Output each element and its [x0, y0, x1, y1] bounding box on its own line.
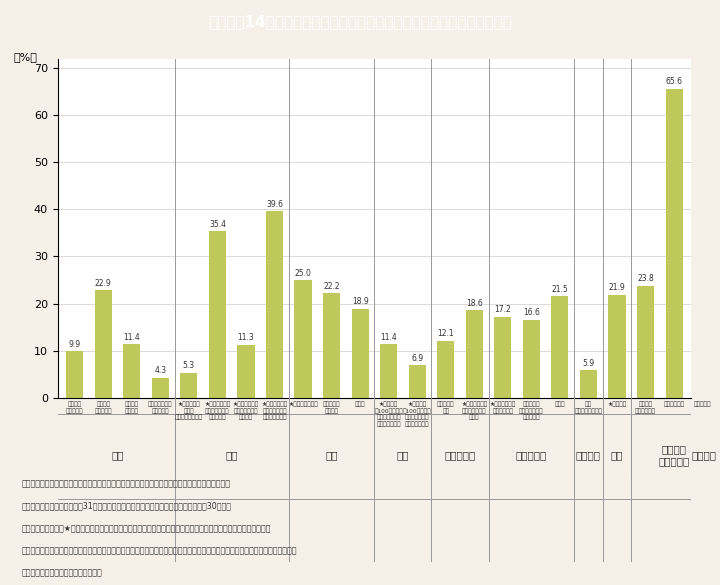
Bar — [180, 373, 197, 398]
Text: ★国家公務員
採用者
（総合職試験）＊: ★国家公務員 採用者 （総合職試験）＊ — [175, 402, 203, 421]
Text: 歯科医師＊＊: 歯科医師＊＊ — [664, 402, 685, 407]
Text: 雇用: 雇用 — [397, 450, 409, 460]
Text: ★本省の課長補
佐相当職以上の
国家公務員: ★本省の課長補 佐相当職以上の 国家公務員 — [204, 402, 230, 421]
Text: ★裁判官（検事）: ★裁判官（検事） — [288, 402, 318, 407]
Text: メディア: メディア — [576, 450, 601, 460]
Bar — [665, 89, 683, 398]
Bar — [152, 377, 169, 398]
Text: 行政: 行政 — [225, 450, 238, 460]
Text: 国会議員
（参議院）: 国会議員 （参議院） — [94, 402, 112, 414]
Text: 18.9: 18.9 — [352, 297, 369, 307]
Bar — [123, 344, 140, 398]
Text: 5.3: 5.3 — [183, 362, 195, 370]
Text: ★国の審議会等
における女性委
員の割合: ★国の審議会等 における女性委 員の割合 — [233, 402, 259, 421]
Text: ★民間企業
（100人以上）
における管理職
（部長相当職）: ★民間企業 （100人以上） における管理職 （部長相当職） — [403, 402, 431, 427]
Bar — [494, 316, 511, 398]
Text: 政治: 政治 — [112, 450, 124, 460]
Text: 9.9: 9.9 — [68, 340, 81, 349]
Text: 就く可能性の高いもの。: 就く可能性の高いもの。 — [22, 569, 102, 577]
Text: その他の
専門的職業: その他の 専門的職業 — [659, 445, 690, 466]
Text: 研究者: 研究者 — [554, 402, 565, 407]
Text: 11.4: 11.4 — [380, 333, 397, 342]
Bar — [580, 370, 597, 398]
Text: ★農業委員・農
業者（女性農業
委員）: ★農業委員・農 業者（女性農業 委員） — [462, 402, 487, 421]
Text: 6.9: 6.9 — [411, 354, 423, 363]
Bar — [552, 297, 569, 398]
Text: 11.4: 11.4 — [123, 333, 140, 342]
Text: 5.9: 5.9 — [582, 359, 595, 367]
Text: （備考）１．内閣府「女性の政策・方針決定参画状況調べ」（令和元年度）より一部情報を更新。: （備考）１．内閣府「女性の政策・方針決定参画状況調べ」（令和元年度）より一部情報… — [22, 480, 230, 488]
Text: ★民間企業
（100人以上）
における管理職
（課長相当職）: ★民間企業 （100人以上） における管理職 （課長相当職） — [374, 402, 403, 427]
Text: 大学教授等
（学長・副学長
及び教授）: 大学教授等 （学長・副学長 及び教授） — [519, 402, 544, 421]
Text: 弁護士: 弁護士 — [355, 402, 365, 407]
Text: 地域: 地域 — [611, 450, 624, 460]
Text: 農林水産業
役員: 農林水産業 役員 — [437, 402, 454, 414]
Text: 都道府県
議会議員: 都道府県 議会議員 — [125, 402, 139, 414]
Text: （分野）: （分野） — [691, 450, 716, 460]
Text: ★自治会長: ★自治会長 — [608, 402, 626, 407]
Text: 11.3: 11.3 — [238, 333, 254, 342]
Bar — [466, 310, 483, 398]
Text: 薬剤師＊＊: 薬剤師＊＊ — [694, 402, 711, 407]
Bar — [266, 211, 283, 398]
Text: 25.0: 25.0 — [294, 269, 312, 278]
Text: 12.1: 12.1 — [438, 329, 454, 338]
Bar — [95, 290, 112, 398]
Text: 都道府県知事・
市区町村長: 都道府県知事・ 市区町村長 — [148, 402, 173, 414]
Bar — [523, 319, 540, 398]
Text: 16.6: 16.6 — [523, 308, 540, 317]
Text: なお，★印は，第４次男女共同参画基本計画において当該項目が成果目標として掲げられているもの。: なお，★印は，第４次男女共同参画基本計画において当該項目が成果目標として掲げられ… — [22, 524, 271, 533]
Text: ★初等中等教育
等の教頭以上: ★初等中等教育 等の教頭以上 — [490, 402, 516, 414]
Text: 18.6: 18.6 — [466, 299, 482, 308]
Text: 21.5: 21.5 — [552, 285, 568, 294]
Bar — [637, 285, 654, 398]
Text: 22.9: 22.9 — [95, 278, 112, 288]
Text: 17.2: 17.2 — [495, 305, 511, 314]
Text: ★都道府県の審
議会等における
女性委員の割合: ★都道府県の審 議会等における 女性委員の割合 — [261, 402, 287, 421]
Text: Ｉ－１－14図　各分野における主な「指導的地位」に女性が占める割合: Ｉ－１－14図 各分野における主な「指導的地位」に女性が占める割合 — [208, 15, 512, 29]
Text: 21.9: 21.9 — [608, 283, 626, 292]
Text: 4.3: 4.3 — [154, 366, 166, 375]
Text: 23.8: 23.8 — [637, 274, 654, 283]
Text: 教育・研究: 教育・研究 — [516, 450, 547, 460]
Text: 22.2: 22.2 — [323, 282, 340, 291]
Text: ２．原則として平成31／令和元年値。ただし，＊は令和２年値，＊＊は平成30年値。: ２．原則として平成31／令和元年値。ただし，＊は令和２年値，＊＊は平成30年値。 — [22, 501, 231, 511]
Bar — [323, 293, 340, 398]
Bar — [209, 231, 226, 398]
Bar — [409, 365, 426, 398]
Bar — [608, 295, 626, 398]
Text: また，「国家公務員採用者（総合職試験）」は，直接的に指導的地位を示す指標ではないが，将来的に指導的地位に: また，「国家公務員採用者（総合職試験）」は，直接的に指導的地位を示す指標ではない… — [22, 546, 297, 555]
Text: 65.6: 65.6 — [665, 77, 683, 87]
Bar — [351, 309, 369, 398]
Text: 記者
（日本新聞協会）: 記者 （日本新聞協会） — [575, 402, 603, 414]
Bar — [66, 351, 84, 398]
Text: 司法: 司法 — [325, 450, 338, 460]
Bar — [238, 345, 255, 398]
Text: 39.6: 39.6 — [266, 200, 283, 209]
Text: 35.4: 35.4 — [209, 219, 226, 229]
Text: 農林水産業: 農林水産業 — [444, 450, 476, 460]
Text: 裁判官＊＊
（判事）: 裁判官＊＊ （判事） — [323, 402, 341, 414]
Bar — [437, 341, 454, 398]
Text: 医師＊＊
（診療科）＊: 医師＊＊ （診療科）＊ — [635, 402, 656, 414]
Bar — [294, 280, 312, 398]
Bar — [380, 344, 397, 398]
Text: 国会議員
（衆議院）: 国会議員 （衆議院） — [66, 402, 84, 414]
Y-axis label: （%）: （%） — [14, 51, 38, 61]
